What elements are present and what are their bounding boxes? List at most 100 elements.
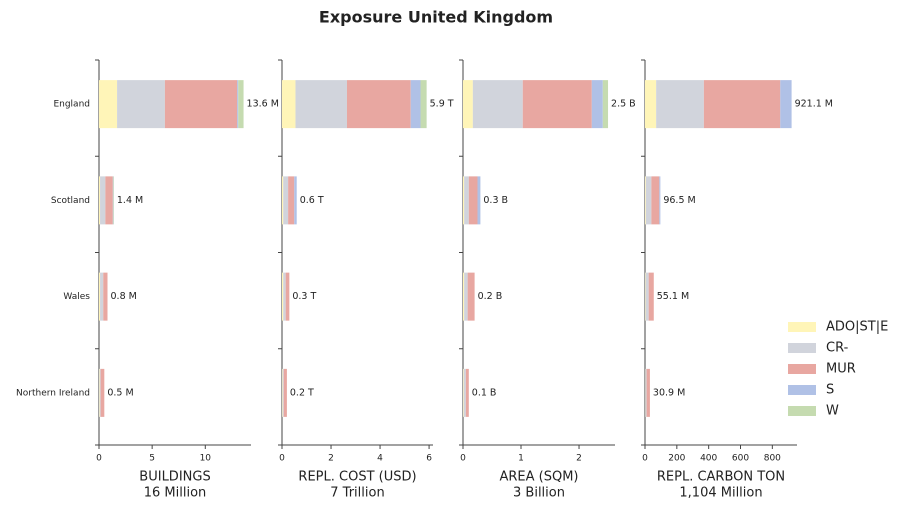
x-tick-label: 5	[149, 454, 155, 464]
bar-segment	[282, 368, 284, 417]
x-tick-label: 0	[96, 454, 102, 464]
bar-segment	[420, 80, 427, 129]
bar-segment	[464, 272, 468, 321]
total-label: 1.4 M	[117, 195, 143, 206]
bar-segment	[282, 176, 284, 225]
legend-label: MUR	[826, 362, 856, 377]
bar-segment	[465, 368, 469, 417]
total-label: 0.3 B	[483, 195, 508, 206]
x-axis-label: AREA (SQM)	[499, 470, 578, 485]
total-label: 0.3 T	[292, 291, 316, 302]
x-tick-label: 1	[518, 454, 524, 464]
x-tick-label: 2	[328, 454, 334, 464]
bar-segment	[463, 272, 465, 321]
total-label: 2.5 B	[611, 99, 636, 110]
bar-segment	[288, 176, 295, 225]
bar-segment	[659, 176, 661, 225]
bar-segment	[467, 272, 475, 321]
bar-segment	[602, 80, 609, 129]
x-tick-label: 6	[426, 454, 432, 464]
legend-label: CR-	[826, 341, 849, 356]
bar-segment	[472, 80, 523, 129]
bar-segment	[282, 80, 296, 129]
bar-segment	[464, 176, 469, 225]
legend-swatch	[788, 343, 816, 353]
bar-segment	[294, 176, 297, 225]
bar-segment	[99, 272, 101, 321]
bar-segment	[463, 176, 465, 225]
bar-segment	[468, 176, 478, 225]
bar-segment	[646, 368, 650, 417]
bar-segment	[105, 176, 113, 225]
bar-segment	[113, 176, 114, 225]
x-tick-label: 4	[377, 454, 383, 464]
bar-segment	[463, 80, 473, 129]
bar-segment	[164, 80, 238, 129]
total-label: 30.9 M	[653, 387, 685, 398]
x-tick-label: 10	[200, 454, 212, 464]
bar-segment	[295, 80, 347, 129]
bar-segment	[477, 176, 481, 225]
x-tick-label: 0	[279, 454, 285, 464]
total-label: 0.1 B	[472, 387, 497, 398]
bar-segment	[117, 80, 165, 129]
bar-segment	[346, 80, 411, 129]
bar-segment	[112, 176, 114, 225]
bar-segment	[463, 368, 464, 417]
legend-swatch	[788, 364, 816, 374]
bar-segment	[648, 272, 654, 321]
legend-label: S	[826, 383, 834, 398]
bar-segment	[645, 176, 652, 225]
bar-segment	[656, 80, 704, 129]
category-label: Wales	[63, 292, 90, 302]
chart-title: Exposure United Kingdom	[319, 8, 553, 27]
category-label: Northern Ireland	[16, 388, 90, 398]
total-label: 96.5 M	[663, 195, 695, 206]
bar-segment	[99, 368, 101, 417]
total-label: 0.8 M	[111, 291, 137, 302]
total-label: 0.2 T	[290, 387, 314, 398]
total-label: 0.2 B	[478, 291, 503, 302]
x-tick-label: 800	[764, 454, 781, 464]
x-tick-label: 0	[642, 454, 648, 464]
x-axis-sublabel: 16 Million	[144, 486, 207, 501]
total-label: 5.9 T	[430, 99, 454, 110]
x-tick-label: 400	[700, 454, 717, 464]
x-axis-sublabel: 7 Trillion	[330, 486, 384, 501]
bar-segment	[103, 272, 108, 321]
x-axis-label: BUILDINGS	[139, 470, 210, 485]
bar-segment	[100, 368, 105, 417]
bar-segment	[99, 176, 101, 225]
x-axis-sublabel: 3 Billion	[513, 486, 565, 501]
x-axis-sublabel: 1,104 Million	[679, 486, 762, 501]
legend-label: ADO|ST|E	[826, 320, 888, 335]
bar-segment	[282, 272, 284, 321]
total-label: 55.1 M	[657, 291, 689, 302]
bar-segment	[99, 368, 100, 417]
bar-segment	[99, 80, 118, 129]
bar-segment	[285, 272, 290, 321]
legend-swatch	[788, 406, 816, 416]
legend-label: W	[826, 404, 839, 419]
legend-swatch	[788, 322, 816, 332]
bar-segment	[237, 80, 239, 129]
category-label: England	[53, 100, 90, 110]
bar-segment	[410, 80, 421, 129]
bar-segment	[283, 176, 289, 225]
bar-segment	[591, 80, 603, 129]
total-label: 0.6 T	[300, 195, 324, 206]
total-label: 13.6 M	[247, 99, 279, 110]
total-label: 0.5 M	[107, 387, 133, 398]
x-tick-label: 2	[576, 454, 582, 464]
bar-segment	[238, 80, 244, 129]
category-label: Scotland	[51, 196, 90, 206]
bar-segment	[283, 272, 286, 321]
bar-segment	[283, 368, 287, 417]
bar-segment	[780, 80, 792, 129]
legend-swatch	[788, 385, 816, 395]
x-tick-label: 600	[732, 454, 749, 464]
bar-segment	[645, 368, 647, 417]
bar-segment	[100, 176, 106, 225]
bar-segment	[651, 176, 660, 225]
